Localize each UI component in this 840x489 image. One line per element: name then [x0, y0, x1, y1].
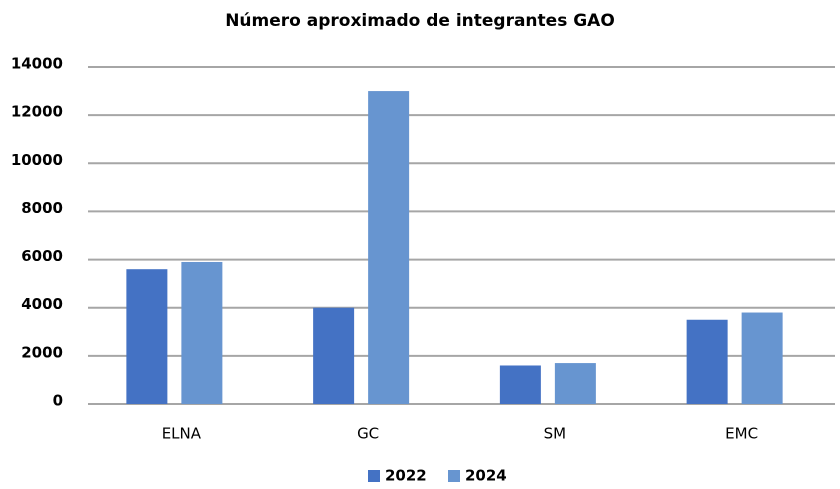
y-tick-label: 0	[53, 392, 63, 410]
bar	[686, 319, 728, 404]
legend-label: 2024	[465, 467, 507, 485]
x-tick-label: ELNA	[162, 425, 202, 443]
bar	[741, 312, 783, 404]
chart-title: Número aproximado de integrantes GAO	[225, 11, 615, 31]
y-tick-label: 4000	[21, 295, 63, 313]
y-tick-label: 12000	[11, 103, 63, 121]
bar	[181, 261, 223, 404]
y-tick-label: 14000	[11, 55, 63, 73]
legend-swatch	[448, 470, 460, 482]
bar	[368, 91, 410, 405]
legend-label: 2022	[385, 467, 427, 485]
y-tick-label: 10000	[11, 151, 63, 169]
x-tick-label: SM	[544, 425, 566, 443]
legend-swatch	[368, 470, 380, 482]
y-tick-label: 6000	[21, 247, 63, 265]
bar	[313, 307, 355, 404]
bar	[499, 365, 541, 404]
bar	[126, 269, 168, 404]
x-tick-label: GC	[357, 425, 379, 443]
x-tick-label: EMC	[725, 425, 758, 443]
bar	[554, 363, 596, 404]
y-tick-label: 8000	[21, 199, 63, 217]
y-tick-label: 2000	[21, 343, 63, 361]
